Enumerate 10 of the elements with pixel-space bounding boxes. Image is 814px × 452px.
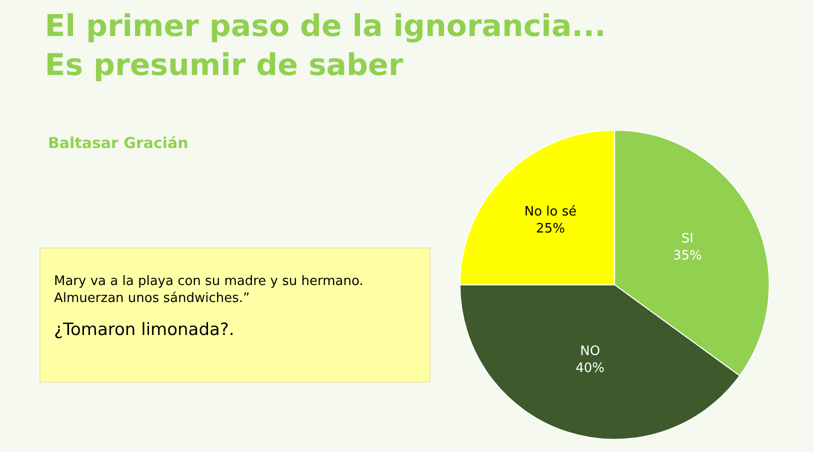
- data-label: 40%: [576, 361, 605, 376]
- slice-label: No lo sé: [524, 204, 577, 220]
- chart-title: El primer paso de la ignorancia... Es presumir de saber: [44, 9, 606, 84]
- text: ¿Tomaron limonada?.: [54, 320, 234, 340]
- slice-label: SI: [681, 232, 694, 247]
- data-label: 35%: [672, 248, 702, 264]
- text: Mary va a la playa con su madre y su hermano. Almuerzan unos sándwiches.”: [54, 274, 364, 306]
- text: Baltasar Gracián: [48, 134, 188, 152]
- slice-label: NO: [580, 344, 600, 360]
- data-label: 25%: [536, 222, 565, 237]
